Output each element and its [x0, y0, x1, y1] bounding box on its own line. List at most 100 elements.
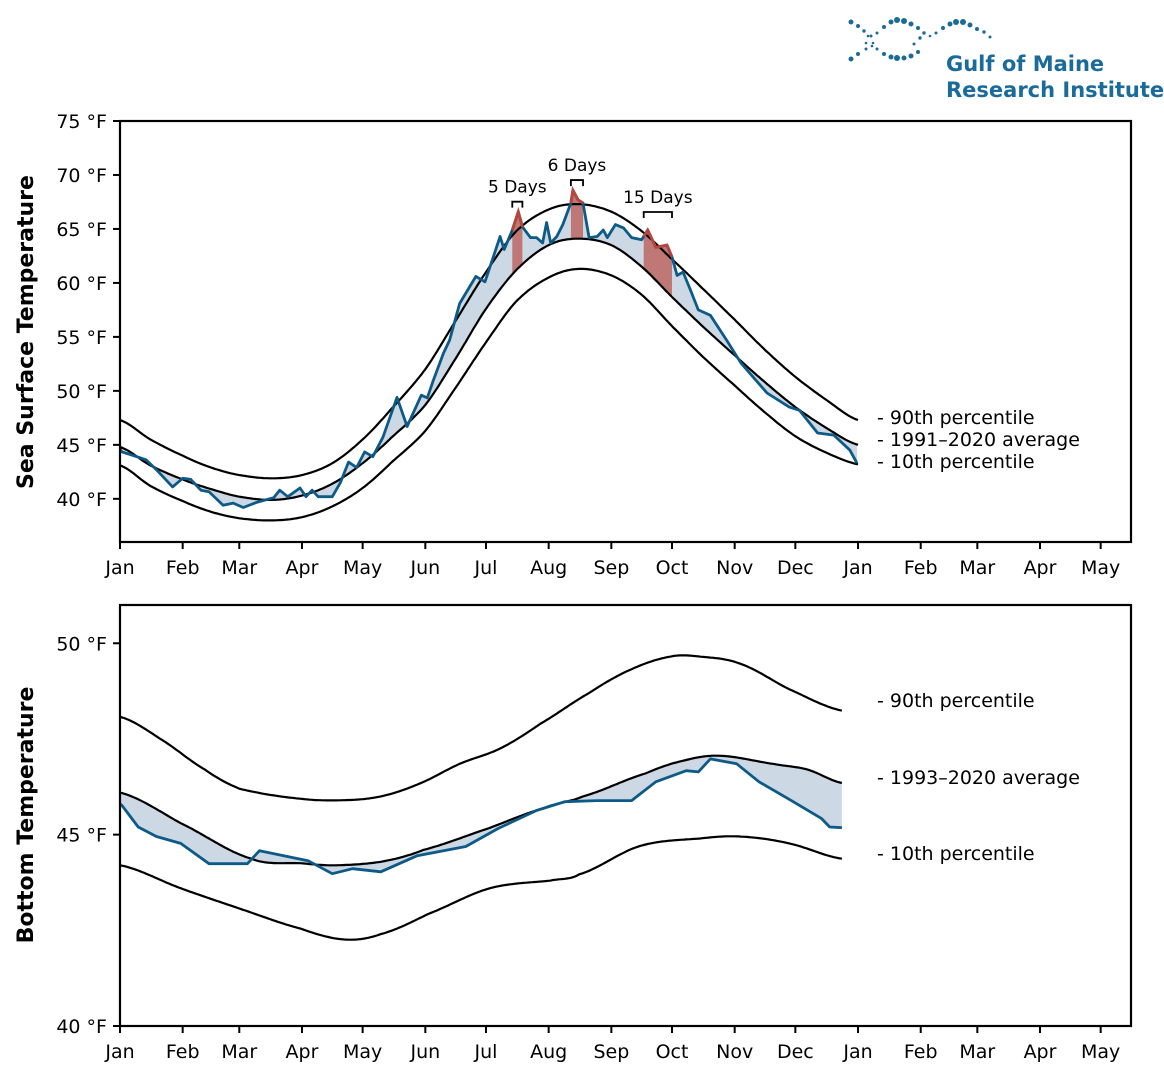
legend-p10: - 10th percentile: [877, 451, 1035, 473]
logo-dot: [902, 56, 907, 61]
logo-dot: [916, 26, 920, 30]
y-axis-title: Sea Surface Temperature: [14, 175, 39, 489]
logo-dot: [872, 42, 875, 45]
x-tick-label: Jan: [842, 557, 872, 579]
y-tick-label: 40 °F: [56, 489, 107, 511]
x-tick-label: Feb: [904, 557, 938, 579]
y-tick-label: 40 °F: [56, 1016, 107, 1038]
y-tick-label: 45 °F: [56, 825, 107, 847]
x-tick-label: Feb: [166, 1041, 200, 1063]
x-tick-label: Dec: [777, 557, 814, 579]
legend-p90: - 90th percentile: [877, 407, 1035, 429]
logo-dot: [894, 55, 900, 61]
x-tick-label: Mar: [959, 557, 995, 579]
x-tick-label: May: [343, 1041, 382, 1063]
logo-dot: [968, 23, 973, 28]
x-tick-label: Apr: [1024, 557, 1057, 579]
logo-dot: [916, 50, 920, 54]
x-tick-label: Dec: [777, 1041, 814, 1063]
x-tick-label: Jan: [104, 557, 134, 579]
logo-dot: [865, 42, 868, 45]
plot-frame: [120, 605, 1131, 1026]
y-tick-label: 60 °F: [56, 273, 107, 295]
x-tick-label: Feb: [904, 1041, 938, 1063]
logo-dot: [856, 24, 860, 28]
x-tick-label: Jul: [474, 1041, 498, 1063]
x-tick-label: Apr: [1024, 1041, 1057, 1063]
logo-dot: [865, 48, 868, 51]
logo-line-2: Research Institute: [946, 78, 1164, 102]
heatwave-fill: [644, 230, 672, 297]
heatwave-bracket: [571, 180, 583, 186]
logo-dot: [867, 35, 870, 38]
logo-dot: [918, 36, 921, 39]
y-tick-label: 55 °F: [56, 327, 107, 349]
x-tick-label: Apr: [286, 1041, 319, 1063]
logo-dot: [960, 19, 966, 25]
x-tick-label: Mar: [221, 557, 257, 579]
logo: Gulf of Maine Research Institute: [849, 17, 1164, 102]
logo-dot: [882, 25, 886, 29]
y-tick-label: 75 °F: [56, 111, 107, 133]
x-tick-label: Jun: [409, 557, 440, 579]
x-tick-label: Apr: [286, 557, 319, 579]
logo-dot: [922, 31, 925, 34]
logo-dot: [941, 26, 945, 30]
x-tick-label: Nov: [716, 1041, 753, 1063]
logo-dot: [975, 27, 979, 31]
logo-dot: [862, 29, 865, 32]
logo-dot: [871, 45, 874, 48]
legend-average: - 1993–2020 average: [877, 767, 1080, 789]
logo-dot: [889, 20, 894, 25]
logo-dot: [876, 32, 879, 35]
x-tick-label: Jan: [104, 1041, 134, 1063]
observed-line: [120, 190, 857, 507]
p90-line: [120, 204, 858, 478]
x-tick-label: Aug: [530, 557, 567, 579]
logo-dot: [909, 54, 914, 59]
x-tick-label: Jun: [409, 1041, 440, 1063]
y-tick-label: 50 °F: [56, 381, 107, 403]
logo-dot: [889, 55, 894, 60]
logo-dot: [876, 48, 879, 51]
y-axis-title: Bottom Temperature: [14, 687, 39, 944]
bottom-temperature-chart: - 90th percentile - 1993–2020 average - 10…: [14, 605, 1131, 1063]
x-tick-label: Jul: [474, 557, 498, 579]
logo-dot: [849, 20, 854, 25]
sea-surface-temperature-chart: - 90th percentile- 1991–2020 average- 10…: [14, 111, 1131, 579]
average-line: [120, 756, 842, 866]
x-tick-label: Oct: [656, 1041, 689, 1063]
p10-line: [120, 269, 858, 521]
x-tick-label: Aug: [530, 1041, 567, 1063]
logo-line-1: Gulf of Maine: [946, 52, 1104, 76]
x-tick-label: May: [343, 557, 382, 579]
heatwave-label: 15 Days: [623, 188, 693, 208]
x-tick-label: Sep: [593, 1041, 629, 1063]
x-tick-label: Oct: [656, 557, 689, 579]
logo-dot: [948, 22, 953, 27]
heatwave-bracket: [512, 202, 522, 208]
x-tick-label: Feb: [166, 557, 200, 579]
x-tick-label: Jan: [842, 1041, 872, 1063]
logo-dot: [982, 30, 985, 33]
logo-dot: [935, 32, 938, 35]
anomaly-fill: [120, 190, 857, 507]
legend-p90: - 90th percentile: [877, 690, 1035, 712]
logo-dot: [849, 57, 854, 62]
y-tick-label: 45 °F: [56, 435, 107, 457]
x-tick-label: May: [1081, 557, 1120, 579]
legend-average: - 1991–2020 average: [877, 429, 1080, 451]
x-tick-label: Mar: [221, 1041, 257, 1063]
logo-dot: [989, 36, 992, 39]
x-tick-label: Sep: [593, 557, 629, 579]
heatwave-label: 6 Days: [548, 156, 607, 176]
logo-dot: [909, 22, 914, 27]
anomaly-fill: [120, 756, 842, 874]
legend-p10: - 10th percentile: [877, 843, 1035, 865]
logo-dot: [901, 18, 907, 24]
y-tick-label: 70 °F: [56, 165, 107, 187]
y-tick-label: 50 °F: [56, 633, 107, 655]
x-tick-label: May: [1081, 1041, 1120, 1063]
y-tick-label: 65 °F: [56, 219, 107, 241]
